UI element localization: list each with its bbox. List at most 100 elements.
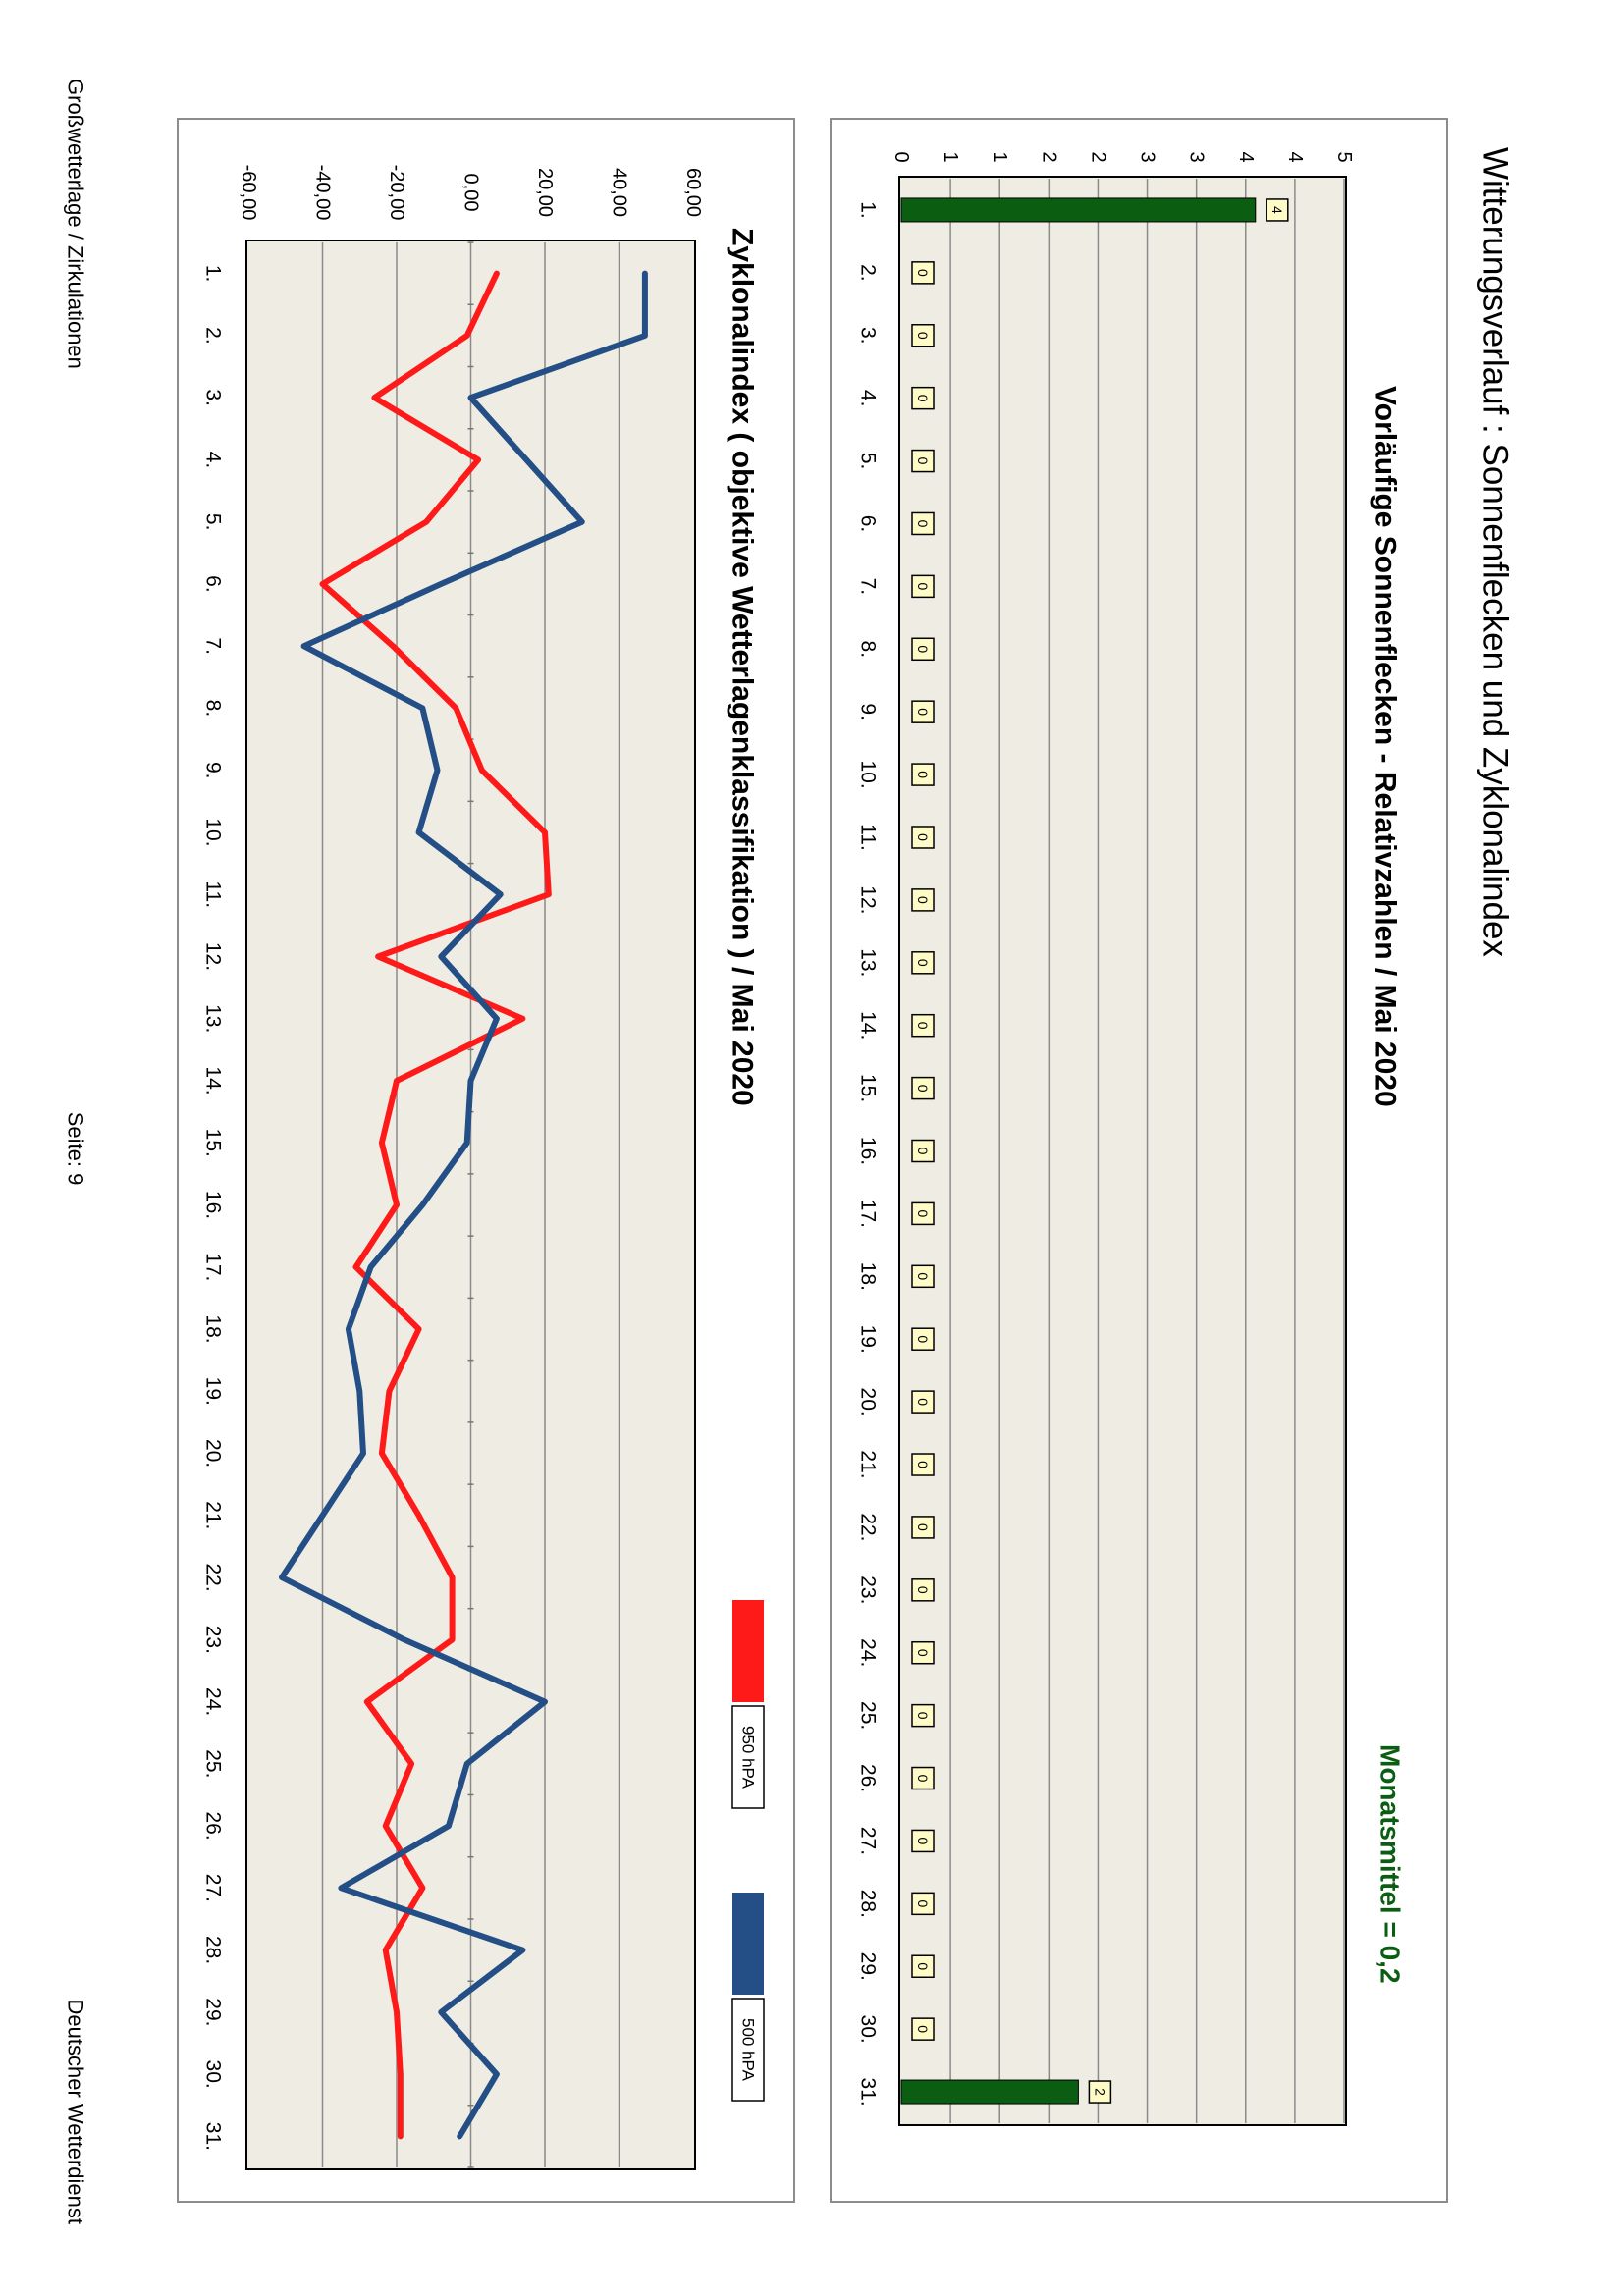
- sunspot-data-label-box: [1088, 2080, 1112, 2104]
- sunspot-x-tick-label: 20.: [857, 1388, 880, 1416]
- sunspot-x-tick-label: 4.: [857, 390, 880, 407]
- sunspot-x-tick-label: 22.: [857, 1513, 880, 1541]
- sunspot-data-label: 0: [915, 332, 931, 340]
- sunspot-data-label-box: [911, 511, 935, 536]
- legend-swatch-500: [732, 1893, 764, 1995]
- sunspot-data-label: 0: [915, 896, 931, 904]
- zyklonal-x-tick-label: 22.: [202, 1563, 225, 1591]
- zyklonal-x-tick-label: 28.: [202, 1936, 225, 1964]
- sunspot-data-label-box: [911, 1390, 935, 1414]
- zyklonal-y-tick-label: 20,00: [534, 168, 556, 217]
- sunspot-data-label: 0: [915, 1838, 931, 1845]
- sunspot-data-label-box: [911, 763, 935, 786]
- sunspot-data-label: 0: [915, 1899, 931, 1907]
- sunspot-data-label-box: [911, 1829, 935, 1853]
- sunspot-data-label: 0: [915, 1398, 931, 1406]
- sunspot-x-tick-label: 25.: [857, 1701, 880, 1730]
- footer-right: Deutscher Wetterdienst: [64, 2000, 88, 2224]
- sunspot-data-label-box: [911, 1201, 935, 1226]
- zyklonal-x-tick-label: 23.: [202, 1626, 225, 1654]
- zyklonal-x-tick-label: 20.: [202, 1439, 225, 1468]
- sunspot-y-tick-label: 4: [1235, 151, 1257, 162]
- sunspot-data-label: 0: [915, 1148, 931, 1155]
- sunspot-data-label-box: [911, 449, 935, 473]
- sunspot-x-tick-label: 11.: [857, 824, 880, 851]
- sunspot-data-label-box: [911, 1264, 935, 1289]
- zyklonal-x-tick-label: 3.: [202, 389, 225, 406]
- sunspot-y-tick-label: 2: [1087, 151, 1108, 162]
- zyklonal-x-tick-label: 30.: [202, 2060, 225, 2089]
- sunspot-x-tick-label: 23.: [857, 1575, 880, 1604]
- sunspot-monthly-mean: Monatsmittel = 0,2: [1375, 1744, 1406, 1984]
- zyklonal-y-tick-label: 60,00: [682, 168, 704, 217]
- zyklonal-y-ticks: -60,00 -40,00 -20,00 0,00 20,00 40,00 60,00: [238, 165, 704, 221]
- zyklonal-x-tick-label: 17.: [202, 1253, 225, 1281]
- sunspot-data-label-box: [911, 574, 935, 599]
- zyklonal-x-tick-label: 29.: [202, 1998, 225, 2026]
- sunspot-y-tick-label: 1: [940, 151, 961, 162]
- sunspot-data-label: 4: [1269, 206, 1285, 214]
- zyklonal-x-tick-label: 4.: [202, 452, 225, 469]
- zyklonal-x-ticks: 1. 2. 3. 4. 5. 6. 7. 8. 9. 10. 11. 12. 13. 14. 15. 16. 1…: [202, 265, 225, 2151]
- sunspot-data-label-box: [911, 888, 935, 912]
- legend-swatch-950: [732, 1600, 764, 1702]
- zyklonal-y-tick-label: -60,00: [238, 165, 259, 221]
- sunspot-data-label-box: [911, 324, 935, 347]
- zyklonal-x-tick-label: 5.: [202, 513, 225, 531]
- sunspot-bar: [900, 197, 1257, 223]
- zyklonal-x-tick-label: 7.: [202, 637, 225, 655]
- sunspot-data-label: 0: [915, 1210, 931, 1218]
- sunspot-data-label: 0: [915, 1712, 931, 1720]
- sunspot-data-label-box: [911, 1954, 935, 1978]
- sunspot-x-tick-label: 14.: [857, 1011, 880, 1040]
- sunspot-data-label-box: [911, 386, 935, 410]
- zyklonal-x-tick-label: 21.: [202, 1501, 225, 1529]
- legend-label-950: 950 hPA: [739, 1726, 758, 1789]
- sunspot-data-label-box: [911, 951, 935, 975]
- zyklonal-y-tick-label: 40,00: [609, 168, 630, 217]
- zyklonal-x-tick-label: 24.: [202, 1687, 225, 1716]
- sunspot-data-label-box: [911, 1892, 935, 1916]
- sunspot-data-label-box: [911, 700, 935, 723]
- sunspot-data-label: 0: [915, 457, 931, 465]
- zyklonal-x-tick-label: 31.: [202, 2122, 225, 2151]
- zyklonal-x-tick-label: 8.: [202, 700, 225, 718]
- sunspot-data-label-box: [1266, 198, 1289, 222]
- series-line-500-hpa: [279, 270, 648, 2140]
- sunspot-x-tick-label: 6.: [857, 515, 880, 533]
- sunspot-x-tick-label: 9.: [857, 703, 880, 721]
- sunspot-x-tick-label: 28.: [857, 1890, 880, 1918]
- sunspot-data-label: 0: [915, 1586, 931, 1594]
- sunspot-x-tick-label: 13.: [857, 948, 880, 977]
- sunspot-data-label: 0: [915, 1962, 931, 1970]
- zyklonal-x-tick-label: 27.: [202, 1874, 225, 1902]
- sunspot-x-tick-label: 18.: [857, 1262, 880, 1291]
- sunspot-x-tick-label: 3.: [857, 327, 880, 345]
- zyklonal-y-tick-label: -40,00: [312, 165, 334, 221]
- sunspot-data-label-box: [911, 1766, 935, 1790]
- sunspot-x-tick-label: 1.: [857, 201, 880, 219]
- zyklonal-x-tick-label: 14.: [202, 1066, 225, 1095]
- sunspot-data-label: 0: [915, 1649, 931, 1657]
- sunspot-data-label-box: [911, 1640, 935, 1665]
- zyklonal-x-tick-label: 15.: [202, 1129, 225, 1157]
- sunspot-data-label: 2: [1092, 2088, 1107, 2096]
- sunspot-x-tick-label: 27.: [857, 1827, 880, 1855]
- sunspot-chart-title: Vorläufige Sonnenflecken - Relativzahlen…: [1370, 386, 1402, 1107]
- zyklonal-x-tick-label: 16.: [202, 1191, 225, 1219]
- zyklonal-x-tick-label: 10.: [202, 818, 225, 846]
- sunspot-data-label-box: [911, 1076, 935, 1100]
- sunspot-data-label: 0: [915, 2025, 931, 2033]
- zyklonal-zero-axis-ticks: [467, 241, 474, 2168]
- zyklonal-x-tick-label: 26.: [202, 1811, 225, 1840]
- sunspot-data-labels: 4 0 0 0 0 0 0 0 0 0 0 0 0 0 0 0 0 0 0 0 0 0 0 0 0 0 0 0 0 0 2: [911, 198, 1289, 2104]
- sunspot-data-label: 0: [915, 959, 931, 967]
- zyklonal-x-tick-label: 13.: [202, 1004, 225, 1033]
- zyklonal-x-tick-label: 12.: [202, 942, 225, 971]
- sunspot-data-label: 0: [915, 645, 931, 653]
- legend-box-950: [731, 1705, 765, 1809]
- sunspot-data-label-box: [911, 1453, 935, 1476]
- sunspot-x-tick-label: 7.: [857, 578, 880, 596]
- footer-left: Großwetterlage / Zirkulationen: [64, 79, 88, 369]
